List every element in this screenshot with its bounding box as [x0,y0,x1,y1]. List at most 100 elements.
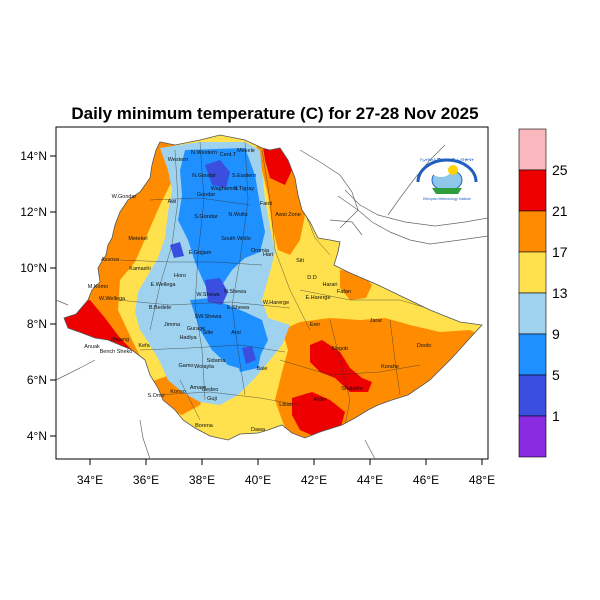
region-label: Doolo [417,343,431,349]
region-label: Shabelle [341,386,362,392]
region-label: Nogob [332,346,348,352]
region-label: Oromia [251,248,270,254]
temp-band-1-5-south [242,346,256,364]
temp-band-1-5-north [205,160,230,188]
region-label: Guji [207,396,217,402]
y-tick-label: 12°N [20,205,47,219]
region-label: Gedeo [202,387,219,393]
region-label: Western [168,157,188,163]
region-label: N.Gondar [192,173,216,179]
colorbar-label: 13 [552,285,568,301]
y-tick-label: 4°N [27,429,47,443]
region-label: Mekele [237,148,255,154]
region-label: Kamashi [129,266,150,272]
ethiopia-outline [63,134,483,441]
y-tick-label: 6°N [27,373,47,387]
region-label: Silte [203,330,214,336]
region-label: Awi [168,199,177,205]
region-label: Bench Sheko [100,349,133,355]
region-label: Gurage [187,326,205,332]
x-tick-label: 34°E [77,473,103,487]
colorbar-segment [518,415,547,458]
region-label: E.Wellega [151,282,177,288]
region-label: Afder [313,397,326,403]
map-title: Daily minimum temperature (C) for 27-28 … [71,104,479,123]
region-label: Cent.T [220,152,237,158]
region-label: E.Shewa [227,305,250,311]
colorbar-segment [518,251,547,294]
region-label: Erer [310,322,321,328]
region-label: Wolayta [194,364,215,370]
region-label: Assosa [101,257,120,263]
temp-band-1-5-west [170,242,184,258]
x-tick-label: 46°E [413,473,439,487]
colorbar-segment [518,169,547,212]
logo-arc [416,158,478,183]
region-label: Kefa [138,343,150,349]
region-label: Majang [111,337,129,343]
y-tick-label: 10°N [20,261,47,275]
colorbar-segment [518,333,547,376]
region-label: E.Harerge [305,295,330,301]
x-tick-label: 36°E [133,473,159,487]
region-label: W.Gondar [112,194,137,200]
x-tick-label: 44°E [357,473,383,487]
colorbar-label: 9 [552,326,560,342]
region-label: Bale [256,366,267,372]
region-label: Arsi [231,330,240,336]
region-label: Sidama [207,358,227,364]
colorbar-label: 17 [552,244,568,260]
region-label: S.Tigray [234,186,255,192]
region-label: W.Shewa [196,292,220,298]
region-label: Fafan [337,289,351,295]
y-tick-label: 14°N [20,149,47,163]
region-label: Waghamra [211,186,239,192]
region-label: Fanti [260,201,272,207]
temp-band-21-25-nogob [310,340,372,392]
colorbar-label: 25 [552,162,568,178]
region-label: Gamo [179,363,194,369]
colorbar-label: 5 [552,367,560,383]
cloud-icon [432,167,450,177]
region-label: Jimma [164,322,181,328]
region-label: Harari [323,282,338,288]
region-label: Metekel [128,236,147,242]
temp-band-1-5-center [205,278,228,305]
colorbar: 25 21 17 13 9 5 1 [518,128,568,458]
region-label: W.Wellega [99,296,126,302]
x-tick-label: 42°E [301,473,327,487]
zone-boundaries [117,141,441,426]
region-label: Siti [296,258,304,264]
colorbar-label: 21 [552,203,568,219]
region-label: N.Western [191,150,217,156]
region-label: Borena [195,423,214,429]
region-label: S.Eastern [232,173,256,179]
region-label: Hadiya [179,335,197,341]
logo-text: Ethiopian Meteorology Institute [423,197,471,201]
region-label: D.D [307,275,317,281]
colorbar-label: 1 [552,408,560,424]
y-tick-label: 8°N [27,317,47,331]
colorbar-segment [518,210,547,253]
x-tick-label: 40°E [245,473,271,487]
colorbar-segment [518,292,547,335]
region-label: Gondar [197,192,216,198]
region-label: South Wollo [221,236,251,242]
colorbar-segment [518,128,547,171]
region-label: Konso [170,389,186,395]
y-tick-labels: 14°N 12°N 10°N 8°N 6°N 4°N [20,149,47,443]
region-label: S.Gondar [194,214,218,220]
region-label: Horo [174,273,186,279]
x-tick-label: 38°E [189,473,215,487]
region-label: N.Wollo [228,212,247,218]
region-label: E.Gojjam [189,250,212,256]
logo-ethiopic-text: የኢትዮጵያ ሚቲዮሮሎጂ ኢንስቲትዩት [420,157,474,162]
region-label: N.Shewa [224,289,247,295]
x-axis [89,459,483,465]
region-label: Awsi Zone [275,212,301,218]
region-label: S.Omo [147,393,164,399]
x-tick-label: 48°E [469,473,495,487]
neighbor-boundaries [55,144,489,460]
region-label: Liban [279,402,292,408]
